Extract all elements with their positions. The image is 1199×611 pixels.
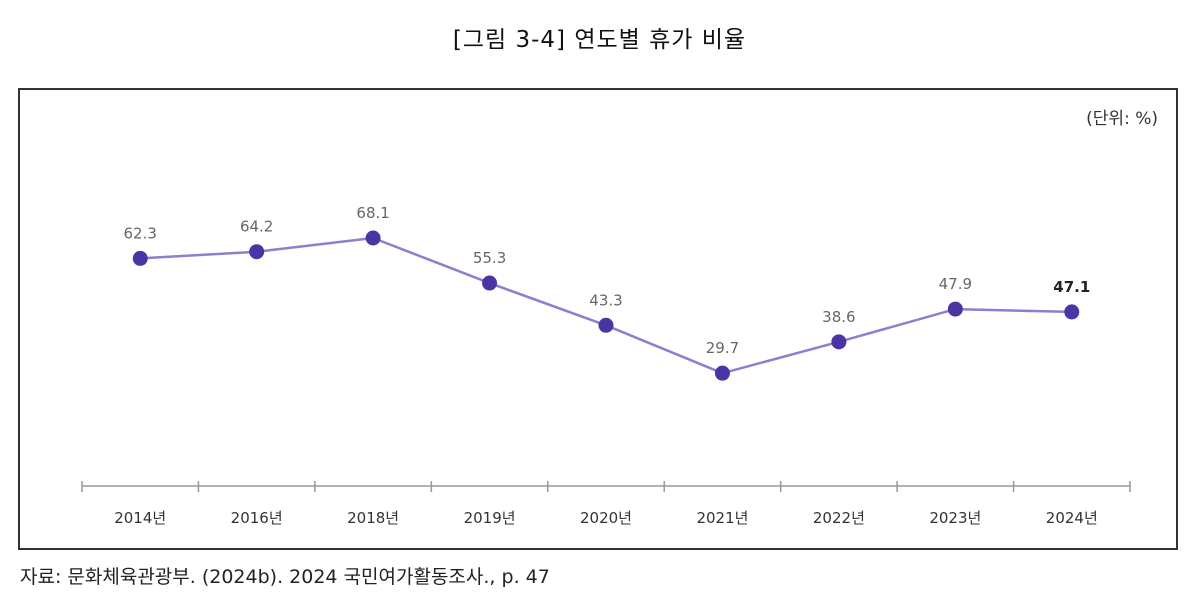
- data-point-3: [482, 275, 498, 291]
- data-point-1: [249, 244, 265, 260]
- x-tick-label-8: 2024년: [1046, 509, 1098, 527]
- data-label-2: 68.1: [356, 204, 389, 222]
- data-point-7: [947, 301, 963, 317]
- data-label-1: 64.2: [240, 218, 273, 236]
- chart-frame: (단위: %) 2014년 2016년 2018년 2019년 2020년 2021년 20…: [18, 88, 1178, 550]
- data-label-0: 62.3: [124, 224, 157, 242]
- x-tick-label-6: 2022년: [813, 509, 865, 527]
- line-chart: 2014년 2016년 2018년 2019년 2020년 2021년 2022년 2023년…: [81, 204, 1131, 527]
- data-label-5: 29.7: [706, 339, 739, 357]
- data-point-2: [365, 230, 381, 246]
- data-label-8: 47.1: [1053, 278, 1090, 296]
- x-tick-label-2: 2018년: [347, 509, 399, 527]
- x-tick-label-3: 2019년: [464, 509, 516, 527]
- x-tick-label-0: 2014년: [114, 509, 166, 527]
- data-label-3: 55.3: [473, 249, 506, 267]
- data-point-6: [831, 334, 847, 350]
- data-point-8: [1064, 304, 1080, 320]
- data-label-7: 47.9: [939, 275, 972, 293]
- data-label-4: 43.3: [589, 291, 622, 309]
- data-point-4: [598, 317, 614, 333]
- x-tick-label-4: 2020년: [580, 509, 632, 527]
- x-tick-label-5: 2021년: [696, 509, 748, 527]
- figure-title: [그림 3-4] 연도별 휴가 비율: [452, 27, 747, 53]
- data-point-5: [714, 365, 730, 381]
- data-point-0: [132, 250, 148, 266]
- x-tick-label-1: 2016년: [231, 509, 283, 527]
- source-note: 자료: 문화체육관광부. (2024b). 2024 국민여가활동조사., p.…: [20, 566, 550, 588]
- data-label-6: 38.6: [822, 308, 855, 326]
- x-tick-label-7: 2023년: [929, 509, 981, 527]
- unit-label: (단위: %): [1086, 109, 1158, 129]
